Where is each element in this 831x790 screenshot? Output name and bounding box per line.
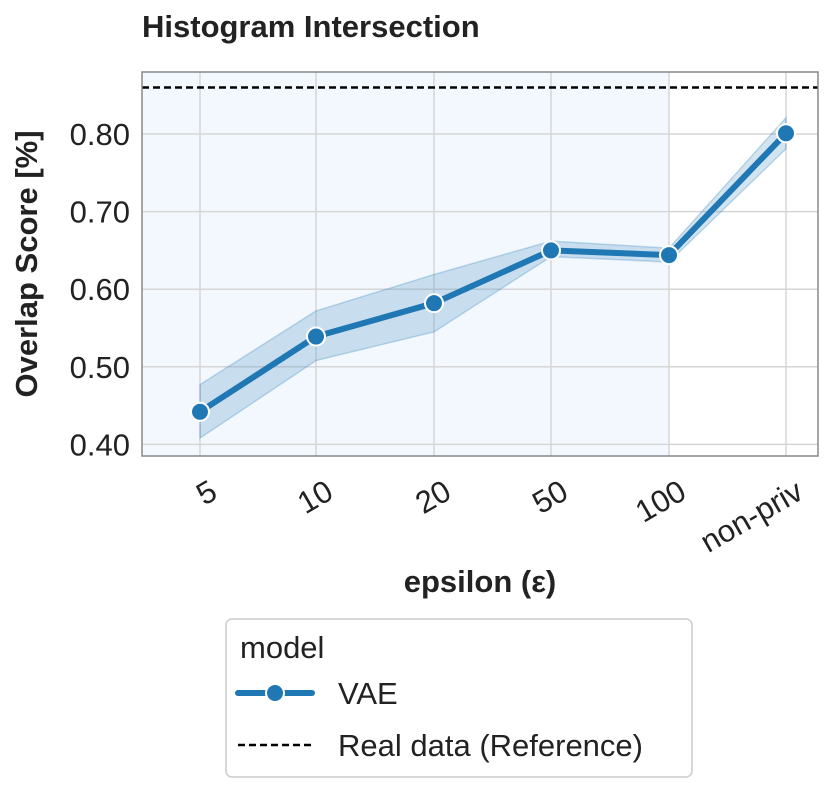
x-axis: 5 10 20 50 100 non-priv	[190, 473, 809, 560]
y-tick-label: 0.50	[70, 350, 130, 385]
y-tick-label: 0.70	[70, 195, 130, 230]
legend-reference-label: Real data (Reference)	[338, 728, 643, 763]
series-line	[197, 130, 789, 415]
x-tick-label: 100	[629, 473, 691, 529]
y-tick-label: 0.40	[70, 427, 130, 462]
legend: model VAE Real data (Reference)	[225, 618, 693, 778]
legend-vae-label: VAE	[338, 676, 398, 711]
legend-box	[225, 618, 693, 778]
x-tick-label: non-priv	[694, 473, 809, 560]
y-axis: 0.40 0.50 0.60 0.70 0.80	[70, 117, 130, 462]
x-tick-label: 10	[291, 473, 338, 521]
legend-vae-marker	[265, 683, 285, 703]
y-tick-label: 0.60	[70, 272, 130, 307]
x-tick-label: 20	[409, 473, 456, 521]
data-point-5	[190, 401, 210, 422]
data-point-20	[424, 293, 444, 314]
vae-series	[190, 115, 796, 440]
plot-area	[141, 71, 819, 457]
y-axis-label: Overlap Score [%]	[9, 130, 44, 397]
data-point-50	[541, 240, 561, 261]
data-point-non-priv	[776, 123, 796, 144]
chart-title: Histogram Intersection	[142, 9, 480, 44]
legend-title: model	[240, 630, 324, 665]
x-axis-label: epsilon (ε)	[404, 564, 557, 599]
y-tick-label: 0.80	[70, 117, 130, 152]
x-tick-label: 50	[526, 473, 573, 521]
x-tick-label: 5	[190, 473, 222, 512]
data-point-10	[306, 326, 326, 347]
data-point-100	[659, 245, 679, 266]
plot-frame	[141, 71, 819, 457]
